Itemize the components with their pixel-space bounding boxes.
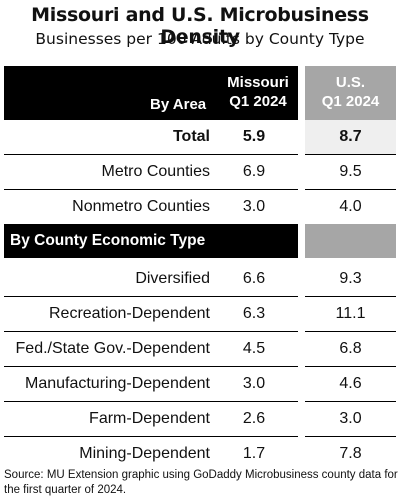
us-header-line1: U.S. bbox=[335, 74, 366, 91]
row-divider bbox=[305, 366, 396, 367]
row-divider bbox=[4, 366, 298, 367]
us-header-line2: Q1 2024 bbox=[321, 93, 380, 110]
table-row: Nonmetro Counties 3.0 4.0 bbox=[0, 190, 400, 224]
us-value: 7.8 bbox=[339, 445, 362, 462]
row-divider bbox=[4, 296, 298, 297]
table-row: Farm-Dependent 2.6 3.0 bbox=[0, 402, 400, 436]
us-value: 9.5 bbox=[339, 163, 362, 180]
row-divider bbox=[305, 331, 396, 332]
row-divider bbox=[4, 331, 298, 332]
row-divider bbox=[4, 401, 298, 402]
row-label: Mining-Dependent bbox=[79, 445, 210, 462]
missouri-header-line1: Missouri bbox=[227, 74, 289, 91]
missouri-value: 3.0 bbox=[242, 375, 266, 392]
missouri-value: 2.6 bbox=[242, 410, 266, 427]
us-value: 8.7 bbox=[305, 120, 396, 154]
row-label: Metro Counties bbox=[101, 163, 211, 180]
by-area-label: By Area bbox=[150, 96, 207, 113]
row-label: Fed./State Gov.-Dependent bbox=[15, 340, 210, 357]
row-divider bbox=[305, 154, 396, 155]
missouri-value: 1.7 bbox=[242, 445, 266, 462]
chart-subtitle: Businesses per 100 Adults by County Type bbox=[35, 30, 365, 48]
row-label: Total bbox=[172, 128, 210, 145]
row-label: Farm-Dependent bbox=[89, 410, 210, 427]
section-header-right-block bbox=[305, 224, 396, 258]
missouri-value: 4.5 bbox=[242, 340, 266, 357]
missouri-value: 6.9 bbox=[242, 163, 266, 180]
row-label: Nonmetro Counties bbox=[72, 198, 210, 215]
row-label: Recreation-Dependent bbox=[49, 305, 210, 322]
table-row: Manufacturing-Dependent 3.0 4.6 bbox=[0, 367, 400, 401]
table-row: Fed./State Gov.-Dependent 4.5 6.8 bbox=[0, 332, 400, 366]
missouri-value: 6.6 bbox=[242, 270, 266, 287]
table-row: Diversified 6.6 9.3 bbox=[0, 262, 400, 296]
section-header-block bbox=[4, 224, 298, 258]
us-value: 4.0 bbox=[339, 198, 362, 215]
row-divider bbox=[4, 436, 298, 437]
row-divider bbox=[305, 436, 396, 437]
us-value: 3.0 bbox=[339, 410, 362, 427]
us-value: 4.6 bbox=[339, 375, 362, 392]
table-row: Recreation-Dependent 6.3 11.1 bbox=[0, 297, 400, 331]
missouri-value: 3.0 bbox=[242, 198, 266, 215]
source-note: Source: MU Extension graphic using GoDad… bbox=[4, 469, 398, 496]
us-value: 6.8 bbox=[339, 340, 362, 357]
row-label: Manufacturing-Dependent bbox=[24, 375, 210, 392]
section-header-label: By County Economic Type bbox=[10, 232, 206, 249]
chart-title: Missouri and U.S. Microbusiness Density bbox=[31, 4, 369, 48]
missouri-value: 5.9 bbox=[242, 128, 266, 145]
row-divider bbox=[4, 154, 298, 155]
table-row: Mining-Dependent 1.7 7.8 bbox=[0, 437, 400, 471]
row-label: Diversified bbox=[135, 270, 210, 287]
us-value: 11.1 bbox=[335, 305, 366, 322]
header-right-block bbox=[305, 66, 396, 120]
row-divider bbox=[4, 189, 298, 190]
us-value: 9.3 bbox=[339, 270, 362, 287]
row-divider bbox=[305, 296, 396, 297]
missouri-value: 6.3 bbox=[242, 305, 266, 322]
table-row: Metro Counties 6.9 9.5 bbox=[0, 155, 400, 189]
header-left-block bbox=[4, 66, 298, 120]
row-divider bbox=[305, 401, 396, 402]
table-row: Total 5.9 8.7 bbox=[0, 120, 400, 154]
us-column-header: U.S. Q1 2024 bbox=[305, 73, 396, 111]
missouri-column-header: Missouri Q1 2024 bbox=[218, 73, 298, 111]
row-divider bbox=[305, 189, 396, 190]
missouri-header-line2: Q1 2024 bbox=[229, 93, 287, 110]
